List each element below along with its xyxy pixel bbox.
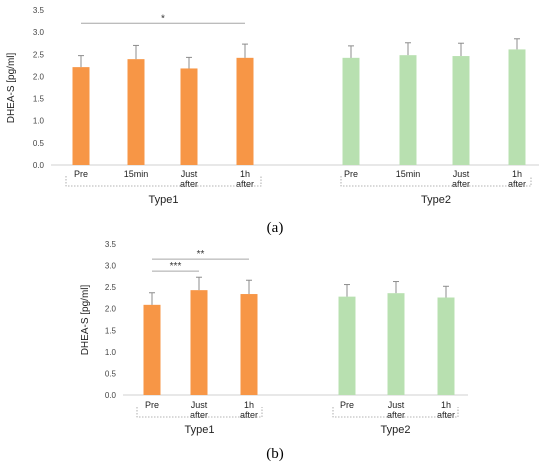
category-label: after xyxy=(437,410,455,420)
category-label: 1h xyxy=(240,169,250,179)
chart-panel-a: 0.0 0.5 1.0 1.5 2.0 2.5 3.0 3.5 DHEA-S [pg/ml] Pr… xyxy=(6,6,539,236)
category-label: after xyxy=(180,179,198,189)
bar-type2-0 xyxy=(338,296,356,395)
y-tick-label: 2.5 xyxy=(33,50,45,59)
bar-type1-2 xyxy=(240,294,258,395)
category-label: after xyxy=(452,179,470,189)
y-tick-label: 3.5 xyxy=(33,6,45,15)
bar-type2-1 xyxy=(387,293,405,395)
y-tick-label: 1.0 xyxy=(105,348,117,357)
y-tick-label: 2.0 xyxy=(105,305,117,314)
panel-label: (b) xyxy=(266,446,284,462)
category-label: after xyxy=(190,410,208,420)
category-label: 1h xyxy=(244,400,254,410)
category-label: 1h xyxy=(512,169,522,179)
bar-type2-2 xyxy=(452,56,470,165)
bar-type1-3 xyxy=(236,57,254,166)
y-tick-label: 0.5 xyxy=(105,369,117,378)
bar-type1-1 xyxy=(127,59,145,165)
y-tick-label: 3.0 xyxy=(33,28,45,37)
bar-type1-2 xyxy=(180,68,198,165)
y-tick-label: 2.0 xyxy=(33,72,45,81)
group-label: Type2 xyxy=(421,194,451,206)
y-tick-label: 0.0 xyxy=(105,391,117,400)
significance-label: * xyxy=(161,13,165,24)
y-tick-label: 2.5 xyxy=(105,283,117,292)
y-tick-label: 0.5 xyxy=(33,139,45,148)
y-tick-label: 3.5 xyxy=(105,240,117,249)
group-bracket xyxy=(332,407,459,418)
significance-label: ** xyxy=(197,249,205,260)
y-tick-label: 1.5 xyxy=(105,326,117,335)
y-axis-label: DHEA-S [pg/ml] xyxy=(6,52,17,123)
chart-panel-b: 0.0 0.5 1.0 1.5 2.0 2.5 3.0 3.5 DHEA-S [pg/ml] Pr… xyxy=(80,240,468,462)
y-tick-label: 1.5 xyxy=(33,95,45,104)
bar-type1-0 xyxy=(72,67,90,165)
category-label: Pre xyxy=(145,400,159,410)
category-label: 15min xyxy=(396,169,421,179)
y-tick-label: 3.0 xyxy=(105,262,117,271)
significance-label: *** xyxy=(170,261,182,272)
y-tick-label: 1.0 xyxy=(33,117,45,126)
group-label: Type1 xyxy=(149,194,179,206)
category-label: after xyxy=(387,410,405,420)
category-label: Pre xyxy=(344,169,358,179)
bar-type2-1 xyxy=(399,55,417,165)
category-label: Pre xyxy=(74,169,88,179)
category-label: Pre xyxy=(340,400,354,410)
category-label: 15min xyxy=(124,169,149,179)
category-label: Just xyxy=(453,169,470,179)
bar-type2-0 xyxy=(342,57,360,166)
group-label: Type2 xyxy=(381,424,411,436)
y-axis-label: DHEA-S [pg/ml] xyxy=(80,284,91,355)
category-label: after xyxy=(236,179,254,189)
category-label: after xyxy=(508,179,526,189)
y-tick-label: 0.0 xyxy=(33,161,45,170)
bar-type1-1 xyxy=(190,290,208,395)
group-bracket xyxy=(65,176,262,187)
bar-type1-0 xyxy=(143,304,161,395)
bar-type2-2 xyxy=(437,297,455,395)
category-label: 1h xyxy=(441,400,451,410)
group-label: Type1 xyxy=(185,424,215,436)
bar-type2-3 xyxy=(508,49,526,165)
category-label: Just xyxy=(181,169,198,179)
group-bracket xyxy=(136,407,263,418)
category-label: Just xyxy=(388,400,405,410)
category-label: after xyxy=(240,410,258,420)
category-label: Just xyxy=(191,400,208,410)
group-bracket xyxy=(340,176,532,187)
panel-label: (a) xyxy=(267,220,284,236)
